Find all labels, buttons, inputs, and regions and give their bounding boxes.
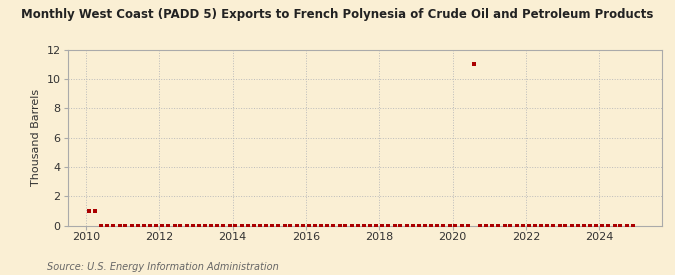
Point [346,223,357,228]
Point [120,223,131,228]
Point [328,223,339,228]
Point [188,223,198,228]
Point [193,223,204,228]
Point [389,223,400,228]
Point [108,223,119,228]
Point [542,223,553,228]
Point [554,223,565,228]
Point [138,223,149,228]
Point [352,223,363,228]
Point [236,223,247,228]
Point [500,223,510,228]
Point [450,223,461,228]
Point [487,223,497,228]
Point [218,223,229,228]
Point [132,223,143,228]
Point [84,209,95,213]
Point [126,223,137,228]
Point [401,223,412,228]
Point [248,223,259,228]
Point [310,223,321,228]
Point [420,223,431,228]
Point [292,223,302,228]
Point [468,62,479,66]
Point [621,223,632,228]
Point [182,223,192,228]
Point [475,223,485,228]
Point [395,223,406,228]
Point [242,223,253,228]
Point [224,223,235,228]
Point [261,223,271,228]
Point [364,223,375,228]
Point [505,223,516,228]
Point [175,223,186,228]
Point [548,223,559,228]
Point [206,223,217,228]
Point [334,223,345,228]
Text: Source: U.S. Energy Information Administration: Source: U.S. Energy Information Administ… [47,262,279,272]
Point [493,223,504,228]
Point [102,223,113,228]
Point [371,223,381,228]
Point [530,223,541,228]
Point [169,223,180,228]
Point [254,223,265,228]
Point [511,223,522,228]
Point [438,223,449,228]
Point [591,223,601,228]
Point [413,223,424,228]
Point [298,223,308,228]
Point [560,223,571,228]
Point [456,223,467,228]
Point [578,223,589,228]
Point [609,223,620,228]
Point [603,223,614,228]
Text: Monthly West Coast (PADD 5) Exports to French Polynesia of Crude Oil and Petrole: Monthly West Coast (PADD 5) Exports to F… [22,8,653,21]
Point [200,223,211,228]
Y-axis label: Thousand Barrels: Thousand Barrels [31,89,41,186]
Point [358,223,369,228]
Point [340,223,351,228]
Point [163,223,173,228]
Point [615,223,626,228]
Point [212,223,223,228]
Point [518,223,529,228]
Point [151,223,161,228]
Point [90,209,101,213]
Point [316,223,327,228]
Point [267,223,277,228]
Point [157,223,167,228]
Point [444,223,455,228]
Point [536,223,547,228]
Point [481,223,491,228]
Point [432,223,443,228]
Point [322,223,333,228]
Point [230,223,241,228]
Point [597,223,608,228]
Point [572,223,583,228]
Point [462,223,473,228]
Point [144,223,155,228]
Point [303,223,314,228]
Point [523,223,534,228]
Point [114,223,125,228]
Point [408,223,418,228]
Point [273,223,284,228]
Point [279,223,290,228]
Point [585,223,595,228]
Point [426,223,437,228]
Point [566,223,577,228]
Point [628,223,639,228]
Point [383,223,394,228]
Point [377,223,387,228]
Point [96,223,107,228]
Point [285,223,296,228]
